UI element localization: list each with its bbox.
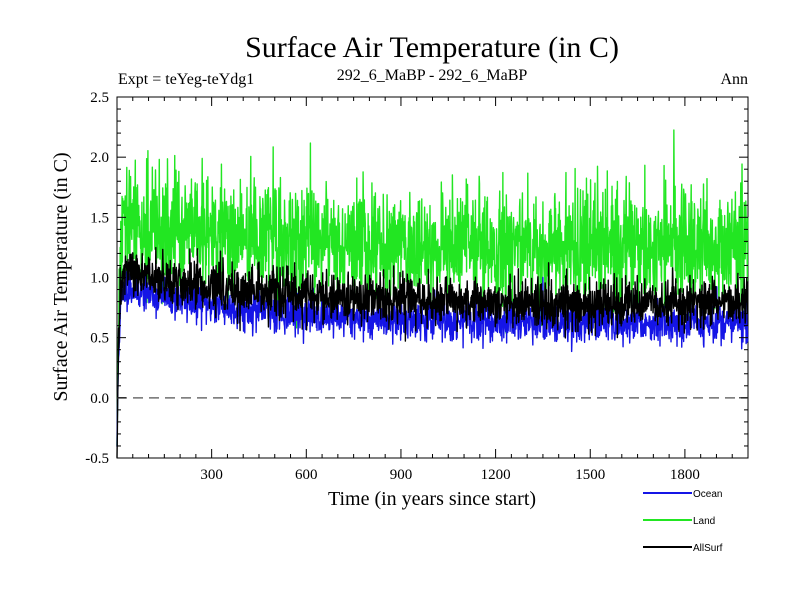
y-tick-label: 0.5: [90, 331, 109, 347]
y-tick-label: 0.0: [90, 391, 109, 407]
legend-label-land: Land: [693, 516, 715, 527]
x-tick-label: 900: [390, 467, 413, 483]
plot-area: [116, 96, 749, 459]
x-axis-label: Time (in years since start): [328, 488, 536, 510]
x-axis-tick-labels: 300 600 900 1200 1500 1800: [200, 467, 700, 483]
y-axis-tick-labels: -0.5 0.0 0.5 1.0 1.5 2.0 2.5: [85, 90, 109, 467]
x-tick-label: 1500: [575, 467, 605, 483]
season-label: Ann: [720, 71, 748, 88]
tick-layer: [116, 96, 749, 459]
x-tick-label: 300: [200, 467, 223, 483]
legend-label-allsurf: AllSurf: [693, 543, 723, 554]
x-tick-label: 1200: [481, 467, 511, 483]
y-tick-label: 1.0: [90, 271, 109, 287]
series-layer: [116, 129, 749, 458]
y-tick-label: 2.0: [90, 150, 109, 166]
x-tick-label: 600: [295, 467, 318, 483]
y-tick-label: 1.5: [90, 210, 109, 226]
y-tick-label: -0.5: [85, 451, 109, 467]
period-label: 292_6_MaBP - 292_6_MaBP: [337, 67, 528, 84]
y-axis-label: Surface Air Temperature (in C): [50, 152, 72, 401]
experiment-label: Expt = teYeg-teYdg1: [118, 71, 254, 88]
x-tick-label: 1800: [670, 467, 700, 483]
y-tick-label: 2.5: [90, 90, 109, 106]
legend-label-ocean: Ocean: [693, 489, 722, 500]
legend: Ocean Land AllSurf: [643, 489, 723, 554]
chart-title: Surface Air Temperature (in C): [245, 31, 619, 64]
series-line-allsurf: [116, 246, 749, 458]
